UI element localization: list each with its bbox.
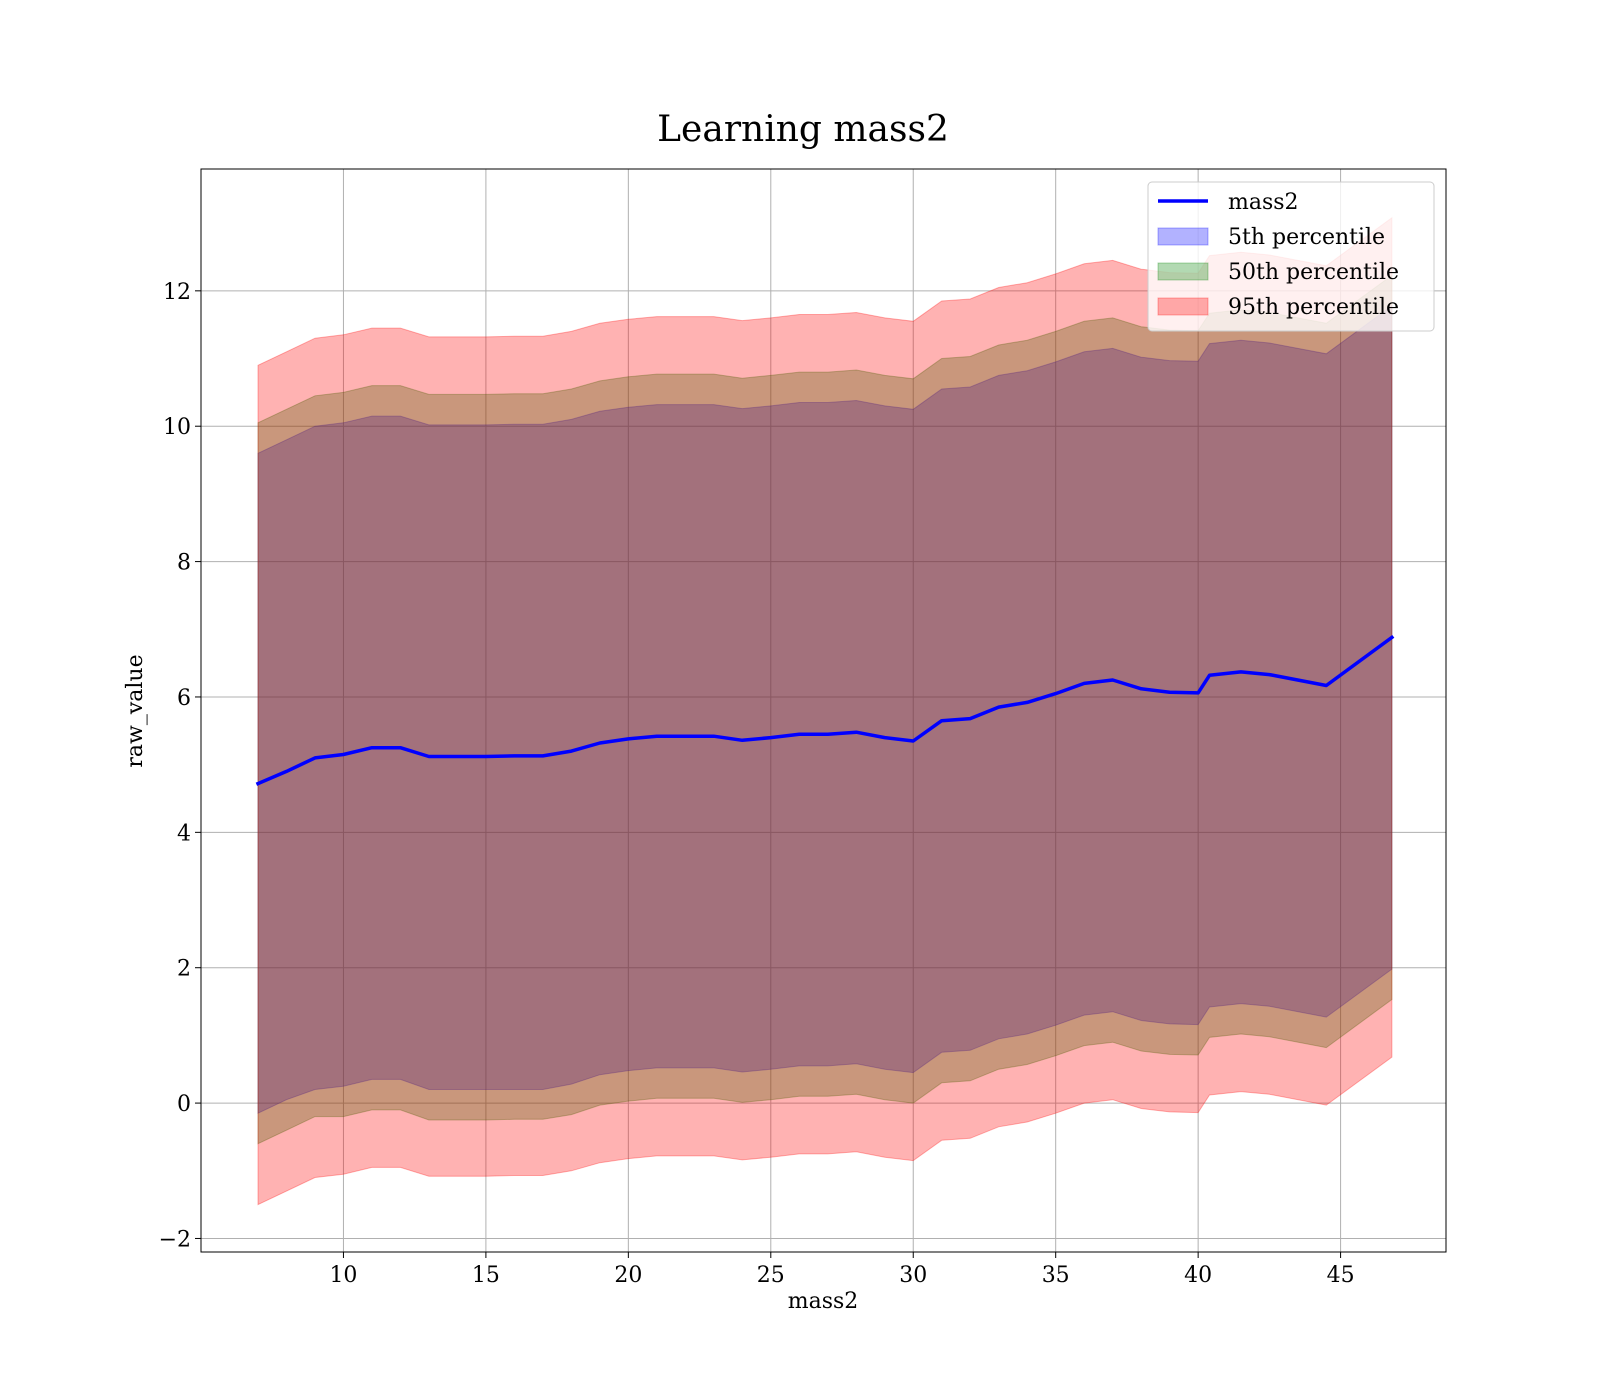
legend-swatch-5th-percentile xyxy=(1157,227,1209,246)
y-axis-label: raw_value xyxy=(123,654,148,767)
y-tick-label: 0 xyxy=(177,1092,191,1117)
50th-percentile-band xyxy=(257,274,1393,1145)
y-tick-label: −2 xyxy=(159,1227,191,1252)
x-tick-label: 45 xyxy=(1327,1263,1355,1288)
y-tick-label: 2 xyxy=(177,957,191,982)
x-axis-label: mass2 xyxy=(788,1289,859,1314)
x-tick-label: 15 xyxy=(472,1263,500,1288)
legend-frame xyxy=(1147,181,1435,332)
x-tick-label: 40 xyxy=(1184,1263,1212,1288)
y-tick-label: 10 xyxy=(163,415,191,440)
y-tick-label: 6 xyxy=(177,686,191,711)
ticks: 10 15 20 25 30 35 40 45 −2 0 2 4 6 8 10 12 xyxy=(159,280,1355,1288)
grid xyxy=(201,169,1446,1252)
legend-label-95th-percentile: 95th percentile xyxy=(1228,295,1399,320)
chart-title: Learning mass2 xyxy=(657,109,949,150)
y-tick-label: 8 xyxy=(177,551,191,576)
mass2-line xyxy=(255,634,1395,786)
legend-label-5th-percentile: 5th percentile xyxy=(1228,225,1385,250)
plot-frame xyxy=(200,168,1447,1253)
legend-swatch-50th-percentile xyxy=(1157,262,1209,281)
y-tick-label: 4 xyxy=(177,821,191,846)
x-tick-label: 20 xyxy=(614,1263,642,1288)
y-tick-label: 12 xyxy=(163,280,191,305)
legend-swatch-95th-percentile xyxy=(1157,297,1209,316)
legend-items: mass2 5th percentile 50th percentile 95th p… xyxy=(1157,190,1399,320)
x-tick-label: 10 xyxy=(329,1263,357,1288)
x-tick-label: 35 xyxy=(1042,1263,1070,1288)
legend-label-mass2: mass2 xyxy=(1228,190,1299,215)
legend-label-50th-percentile: 50th percentile xyxy=(1228,260,1399,285)
legend: mass2 5th percentile 50th percentile 95th p… xyxy=(1147,181,1435,332)
95th-percentile-band xyxy=(257,216,1393,1206)
x-tick-label: 30 xyxy=(899,1263,927,1288)
bands xyxy=(257,216,1393,1206)
5th-percentile-band xyxy=(257,304,1393,1114)
x-tick-label: 25 xyxy=(757,1263,785,1288)
lines xyxy=(255,634,1395,786)
